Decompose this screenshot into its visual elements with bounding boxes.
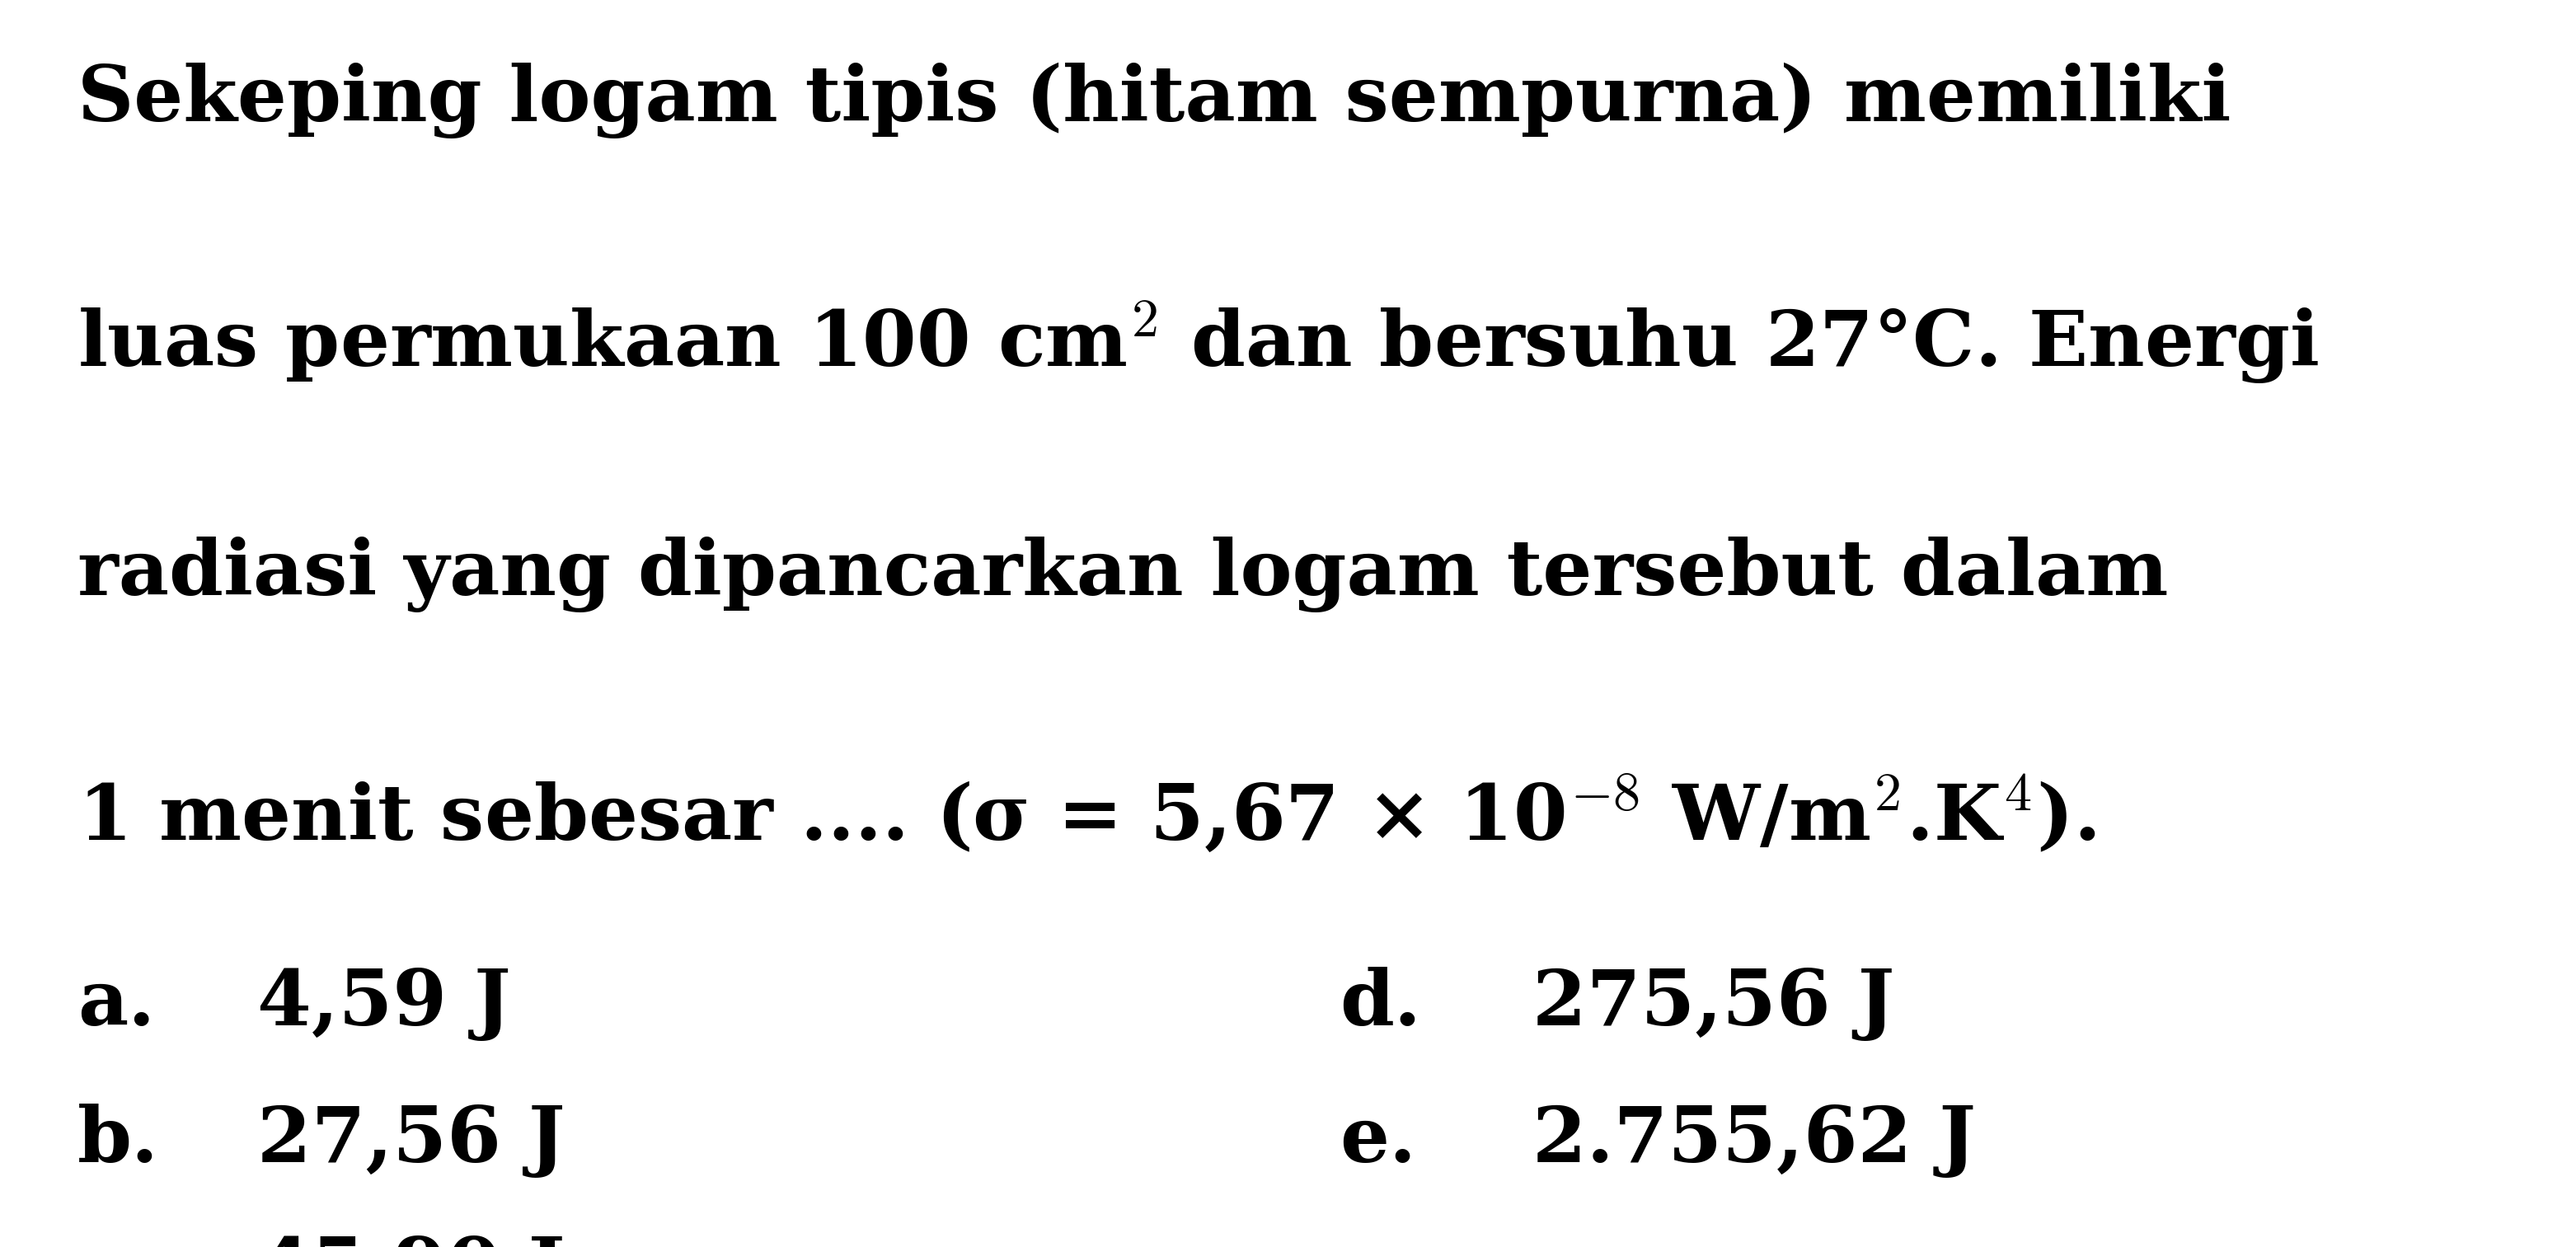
Text: 275,56 J: 275,56 J bbox=[1533, 966, 1896, 1040]
Text: radiasi yang dipancarkan logam tersebut dalam: radiasi yang dipancarkan logam tersebut … bbox=[77, 536, 2169, 612]
Text: 45,90 J: 45,90 J bbox=[258, 1235, 564, 1247]
Text: c.: c. bbox=[77, 1235, 152, 1247]
Text: 4,59 J: 4,59 J bbox=[258, 966, 510, 1040]
Text: luas permukaan 100 cm$^{2}$ dan bersuhu 27°C. Energi: luas permukaan 100 cm$^{2}$ dan bersuhu … bbox=[77, 299, 2318, 387]
Text: e.: e. bbox=[1340, 1104, 1417, 1177]
Text: Sekeping logam tipis (hitam sempurna) memiliki: Sekeping logam tipis (hitam sempurna) me… bbox=[77, 62, 2231, 138]
Text: 27,56 J: 27,56 J bbox=[258, 1104, 567, 1177]
Text: d.: d. bbox=[1340, 966, 1422, 1040]
Text: a.: a. bbox=[77, 966, 155, 1040]
Text: 1 menit sebesar .... (σ = 5,67 × 10$^{-8}$ W/m$^{2}$.K$^{4}$).: 1 menit sebesar .... (σ = 5,67 × 10$^{-8… bbox=[77, 773, 2097, 855]
Text: b.: b. bbox=[77, 1104, 160, 1177]
Text: 2.755,62 J: 2.755,62 J bbox=[1533, 1104, 1976, 1177]
